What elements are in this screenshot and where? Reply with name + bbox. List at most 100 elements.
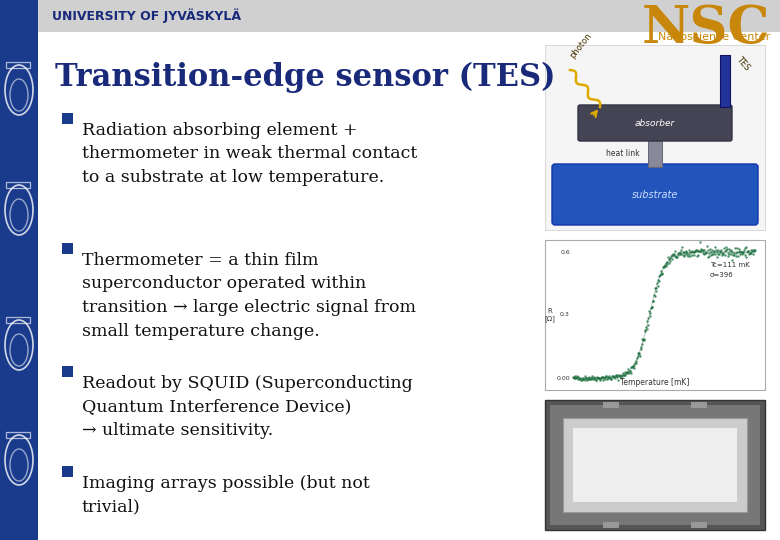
- Point: [600, 372, 612, 381]
- Point: [592, 374, 604, 382]
- Point: [738, 246, 750, 255]
- Point: [716, 248, 729, 257]
- Point: [741, 248, 753, 256]
- Point: [567, 374, 580, 382]
- Text: R
[Ω]: R [Ω]: [544, 308, 555, 322]
- Point: [733, 250, 746, 259]
- Point: [615, 374, 627, 382]
- Point: [722, 249, 735, 258]
- Bar: [573, 428, 737, 502]
- Point: [683, 246, 696, 255]
- Point: [663, 259, 675, 267]
- Point: [718, 244, 730, 252]
- Point: [730, 249, 743, 258]
- Point: [739, 251, 751, 259]
- Point: [636, 336, 649, 345]
- Point: [588, 375, 601, 384]
- Point: [584, 374, 597, 383]
- Point: [735, 247, 747, 256]
- Point: [591, 373, 604, 381]
- Point: [606, 372, 619, 381]
- Point: [697, 248, 710, 257]
- Point: [594, 374, 607, 383]
- Point: [578, 375, 590, 384]
- Bar: [603, 522, 619, 528]
- Point: [667, 250, 679, 259]
- Point: [724, 247, 736, 255]
- Point: [587, 375, 599, 383]
- Point: [569, 372, 581, 380]
- Point: [619, 370, 631, 379]
- Point: [644, 308, 657, 317]
- Point: [625, 368, 637, 377]
- Point: [592, 373, 604, 382]
- Point: [573, 373, 585, 382]
- Point: [603, 374, 615, 382]
- Point: [650, 287, 662, 295]
- Point: [578, 375, 590, 383]
- Point: [667, 251, 679, 260]
- Point: [668, 250, 680, 259]
- Point: [576, 376, 588, 384]
- Point: [581, 375, 594, 384]
- Bar: [545, 45, 765, 230]
- Point: [714, 248, 726, 256]
- Point: [586, 372, 598, 380]
- Point: [643, 307, 655, 315]
- Point: [686, 248, 699, 256]
- Point: [706, 246, 718, 255]
- FancyBboxPatch shape: [552, 164, 758, 225]
- Point: [608, 372, 620, 380]
- Point: [681, 251, 693, 259]
- Bar: [720, 55, 730, 107]
- Point: [593, 374, 605, 382]
- Point: [672, 249, 685, 258]
- Text: 0.6: 0.6: [560, 249, 570, 254]
- Point: [673, 248, 686, 256]
- Point: [639, 327, 651, 336]
- Point: [666, 255, 679, 264]
- Point: [605, 375, 618, 383]
- Point: [715, 251, 728, 259]
- Bar: [545, 240, 765, 390]
- Text: TES: TES: [735, 55, 752, 73]
- Point: [658, 260, 671, 269]
- Point: [658, 262, 670, 271]
- Point: [676, 247, 689, 256]
- Point: [602, 373, 615, 381]
- Point: [618, 371, 630, 380]
- Point: [573, 374, 586, 383]
- Point: [711, 253, 723, 261]
- Point: [652, 276, 665, 285]
- Point: [670, 253, 682, 261]
- Point: [675, 246, 687, 254]
- Point: [747, 246, 760, 254]
- Point: [603, 372, 615, 381]
- Point: [740, 253, 753, 261]
- Point: [690, 245, 703, 254]
- Point: [703, 249, 715, 258]
- Point: [647, 297, 660, 306]
- Point: [622, 367, 634, 376]
- Point: [597, 374, 610, 382]
- Point: [729, 244, 741, 252]
- Point: [747, 247, 760, 255]
- Point: [661, 252, 674, 261]
- Point: [727, 250, 739, 259]
- Text: UNIVERSITY OF JYVÄSKYLÄ: UNIVERSITY OF JYVÄSKYLÄ: [52, 9, 241, 23]
- Point: [595, 374, 608, 383]
- Bar: [6, 62, 30, 68]
- Point: [601, 374, 613, 383]
- Point: [691, 251, 704, 260]
- Point: [653, 272, 665, 280]
- Point: [590, 373, 603, 382]
- Point: [725, 248, 738, 256]
- Point: [662, 255, 675, 264]
- Point: [664, 253, 676, 262]
- Point: [656, 269, 668, 278]
- Point: [617, 371, 629, 380]
- Bar: [545, 400, 765, 530]
- Point: [601, 374, 614, 382]
- Point: [731, 244, 743, 253]
- Point: [742, 246, 754, 255]
